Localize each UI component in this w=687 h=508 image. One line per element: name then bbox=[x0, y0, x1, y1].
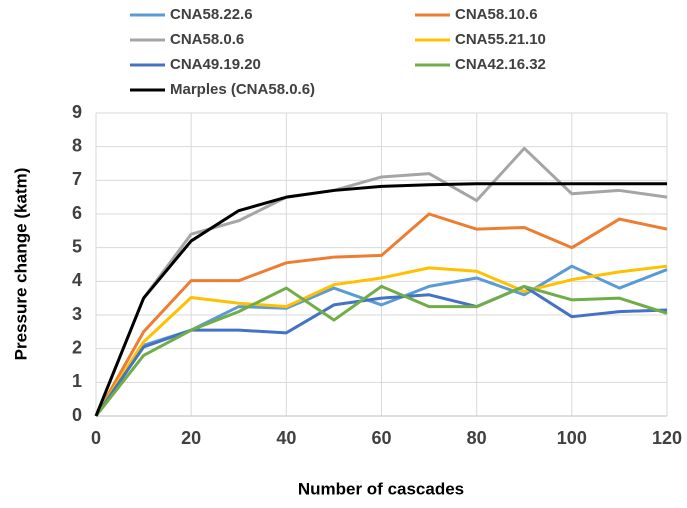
series-line bbox=[94, 264, 668, 417]
y-tick-label: 6 bbox=[72, 203, 82, 223]
y-axis-label: Pressure change (katm) bbox=[11, 168, 30, 361]
series-line bbox=[94, 284, 668, 417]
legend-label: CNA58.0.6 bbox=[170, 31, 244, 48]
y-tick-label: 7 bbox=[72, 169, 82, 189]
y-tick-label: 1 bbox=[72, 371, 82, 391]
y-tick-label: 0 bbox=[72, 405, 82, 425]
x-tick-label: 80 bbox=[467, 428, 487, 448]
legend-label: Marples (CNA58.0.6) bbox=[170, 81, 315, 98]
x-tick-label: 0 bbox=[91, 428, 101, 448]
legend-label: CNA55.21.10 bbox=[455, 31, 546, 48]
y-tick-label: 8 bbox=[72, 135, 82, 155]
y-tick-label: 5 bbox=[72, 236, 82, 256]
y-tick-label: 3 bbox=[72, 304, 82, 324]
x-tick-label: 60 bbox=[371, 428, 391, 448]
x-tick-label: 120 bbox=[652, 428, 682, 448]
x-axis-label: Number of cascades bbox=[298, 479, 464, 498]
x-tick-label: 20 bbox=[181, 428, 201, 448]
series-line bbox=[94, 182, 667, 417]
y-tick-label: 2 bbox=[72, 337, 82, 357]
legend-label: CNA42.16.32 bbox=[455, 56, 546, 73]
x-tick-label: 40 bbox=[276, 428, 296, 448]
x-tick-label: 100 bbox=[557, 428, 587, 448]
legend-label: CNA58.10.6 bbox=[455, 6, 538, 23]
series-line bbox=[94, 212, 668, 417]
y-tick-label: 4 bbox=[72, 270, 82, 290]
legend-label: CNA49.19.20 bbox=[170, 56, 261, 73]
legend-label: CNA58.22.6 bbox=[170, 6, 253, 23]
y-tick-label: 9 bbox=[72, 102, 82, 122]
series-line bbox=[94, 146, 668, 417]
